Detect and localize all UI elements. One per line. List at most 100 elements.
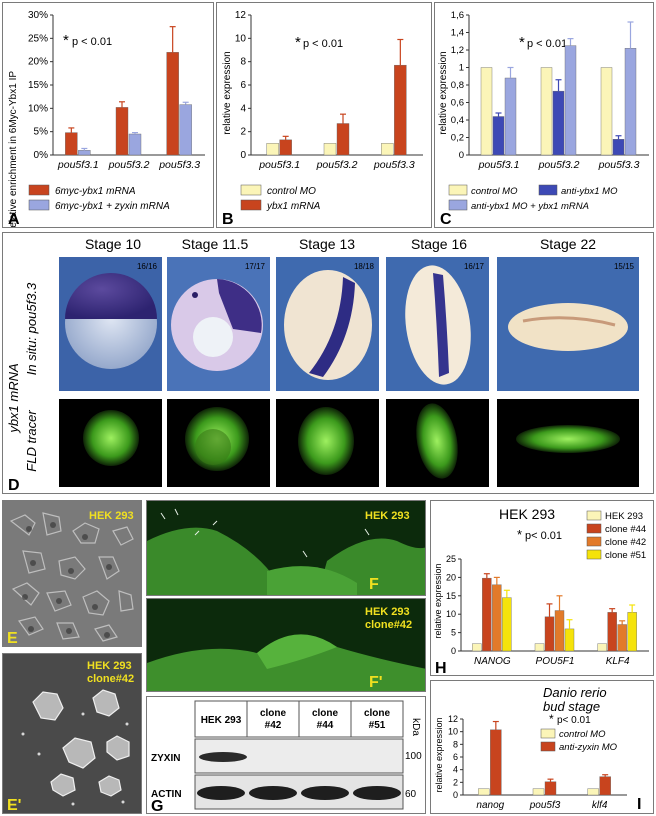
category-label-a-2: pou5f3.3 [158, 159, 200, 171]
title-i-line1: Danio rerio [543, 685, 607, 700]
row-label-actin: ACTIN [151, 789, 182, 800]
legend-swatch-i1 [540, 728, 556, 739]
legend-swatch-h4 [586, 549, 602, 560]
chart-c: relative expression * p < 0.01 control M… [438, 10, 649, 227]
panel-letter-h: H [435, 660, 447, 676]
category-label-c-1: pou5f3.2 [538, 159, 580, 171]
stage-label-16: Stage 16 [411, 236, 467, 252]
bar-c-0-2 [504, 77, 517, 156]
y-tick-label-c: 0,8 [451, 80, 464, 91]
bar-h-2-3 [627, 612, 637, 652]
bar-c-1-2 [564, 45, 577, 156]
bar-i-1-0 [532, 788, 545, 796]
bar-h-2-2 [617, 624, 627, 652]
legend-swatch-h3 [586, 536, 602, 547]
p-note-a: p < 0.01 [72, 36, 112, 48]
fluorescence-image-f: HEK 293 F [147, 501, 425, 595]
y-tick-label-a: 15% [28, 80, 48, 91]
y-tick-label-b: 0 [240, 150, 246, 161]
y-tick-label-i: 6 [453, 752, 458, 762]
y-tick-label-a: 20% [28, 57, 48, 68]
y-tick-label-c: 1,4 [451, 28, 464, 39]
y-tick-label-a: 30% [28, 10, 48, 21]
legend-swatch-c2 [538, 184, 558, 196]
y-tick-label-c: 1,2 [451, 45, 464, 56]
bar-h-0-0 [472, 643, 482, 652]
y-tick-label-b: 2 [240, 127, 246, 138]
y-tick-label-i: 12 [448, 714, 458, 724]
legend-swatch-i2 [540, 741, 556, 752]
p-note-b: p < 0.01 [303, 38, 343, 50]
marker-100: 100 [405, 751, 422, 762]
legend-label-c3: anti-ybx1 MO + ybx1 mRNA [471, 201, 589, 212]
in-situ-photo-stage-13: 18/18 [276, 257, 379, 391]
col-header-clone51: clone #51 [364, 708, 391, 731]
y-tick-label-a: 0% [34, 150, 49, 161]
panel-letter-d: D [8, 477, 20, 494]
category-label-c-2: pou5f3.3 [598, 159, 640, 171]
bar-h-2-0 [597, 643, 607, 652]
y-tick-label-i: 8 [453, 739, 458, 749]
panel-g: HEK 293 clone #42 clone #44 clone #51 ZYXIN… [146, 696, 426, 814]
panel-letter-e: E [7, 630, 18, 647]
y-tick-label-h: 0 [451, 646, 456, 656]
panel-h: HEK 293 relative expression * p< 0.01 HE… [430, 500, 654, 676]
side-label-in-situ: In situ: pou5f3.3 [24, 282, 39, 375]
legend-label-h1: HEK 293 [605, 511, 643, 522]
title-h: HEK 293 [499, 506, 555, 522]
in-situ-photo-stage-16: 16/17 [386, 257, 489, 391]
legend-swatch-h1 [586, 510, 602, 521]
bar-h-1-1 [544, 616, 555, 652]
y-tick-label-c: 0,4 [451, 115, 464, 126]
p-note-i: p< 0.01 [557, 715, 591, 726]
panel-b: relative expression * p < 0.01 control M… [216, 2, 432, 228]
category-label-a-0: pou5f3.1 [57, 159, 99, 171]
p-note-h: p< 0.01 [525, 530, 562, 542]
col-header-hek293: HEK 293 [201, 715, 242, 726]
bar-a-0-1 [78, 150, 91, 156]
panel-letter-e-prime: E' [7, 797, 21, 814]
phase-contrast-image-e-prime: HEK 293 clone#42 E' [3, 654, 141, 814]
row-label-zyxin: ZYXIN [151, 753, 180, 764]
legend-label-h2: clone #44 [605, 524, 646, 535]
bar-i-2-1 [599, 776, 611, 796]
bar-i-1-1 [544, 781, 557, 796]
y-tick-label-c: 0,6 [451, 98, 464, 109]
y-axis-label-c: relative expression [438, 51, 449, 134]
y-tick-label-a: 25% [28, 33, 48, 44]
legend-label-h3: clone #42 [605, 537, 646, 548]
y-axis-label-b: relative expression [222, 51, 233, 134]
y-tick-label-h: 20 [446, 572, 456, 582]
label-e-hek293: HEK 293 [89, 510, 134, 522]
legend-label-b2: ybx1 mRNA [266, 201, 321, 212]
y-axis-label-a: relative enrichment in 6Myc-Ybx1 IP [8, 71, 19, 228]
star-a: * [63, 32, 69, 49]
fld-tracer-photo-stage-16 [386, 399, 489, 487]
embryo-figure-d: Stage 10 Stage 11.5 Stage 13 Stage 16 St… [6, 236, 639, 494]
y-tick-label-h: 10 [446, 609, 456, 619]
label-f-prime-clone: clone#42 [365, 619, 412, 631]
legend-swatch-b2 [240, 199, 262, 211]
stage-label-11-5: Stage 11.5 [182, 236, 249, 252]
panel-letter-i: I [637, 796, 641, 813]
y-tick-label-b: 12 [235, 10, 247, 21]
bar-h-2-1 [607, 612, 617, 652]
count-stage-22: 15/15 [614, 262, 635, 271]
in-situ-photo-stage-22: 15/15 [497, 257, 639, 391]
legend-label-b1: control MO [267, 186, 316, 197]
y-tick-label-c: 0 [459, 150, 464, 161]
fld-tracer-photo-stage-10 [59, 399, 162, 487]
bar-h-0-3 [502, 597, 512, 652]
y-tick-label-b: 4 [240, 103, 246, 114]
chart-a: relative enrichment in 6Myc-Ybx1 IP * p … [8, 10, 205, 228]
fluorescence-image-f-prime: HEK 293 clone#42 F' [147, 599, 425, 691]
legend-swatch-c1 [448, 184, 468, 196]
star-c: * [519, 34, 525, 51]
category-label-h-2: KLF4 [606, 656, 630, 667]
legend-label-a1: 6myc-ybx1 mRNA [55, 186, 136, 197]
y-tick-label-c: 0,2 [451, 133, 464, 144]
legend-swatch-h2 [586, 523, 602, 534]
bar-c-2-2 [624, 48, 637, 156]
category-label-i-1: pou5f3 [529, 800, 561, 811]
western-blot-g: HEK 293 clone #42 clone #44 clone #51 ZYXIN… [151, 700, 422, 813]
